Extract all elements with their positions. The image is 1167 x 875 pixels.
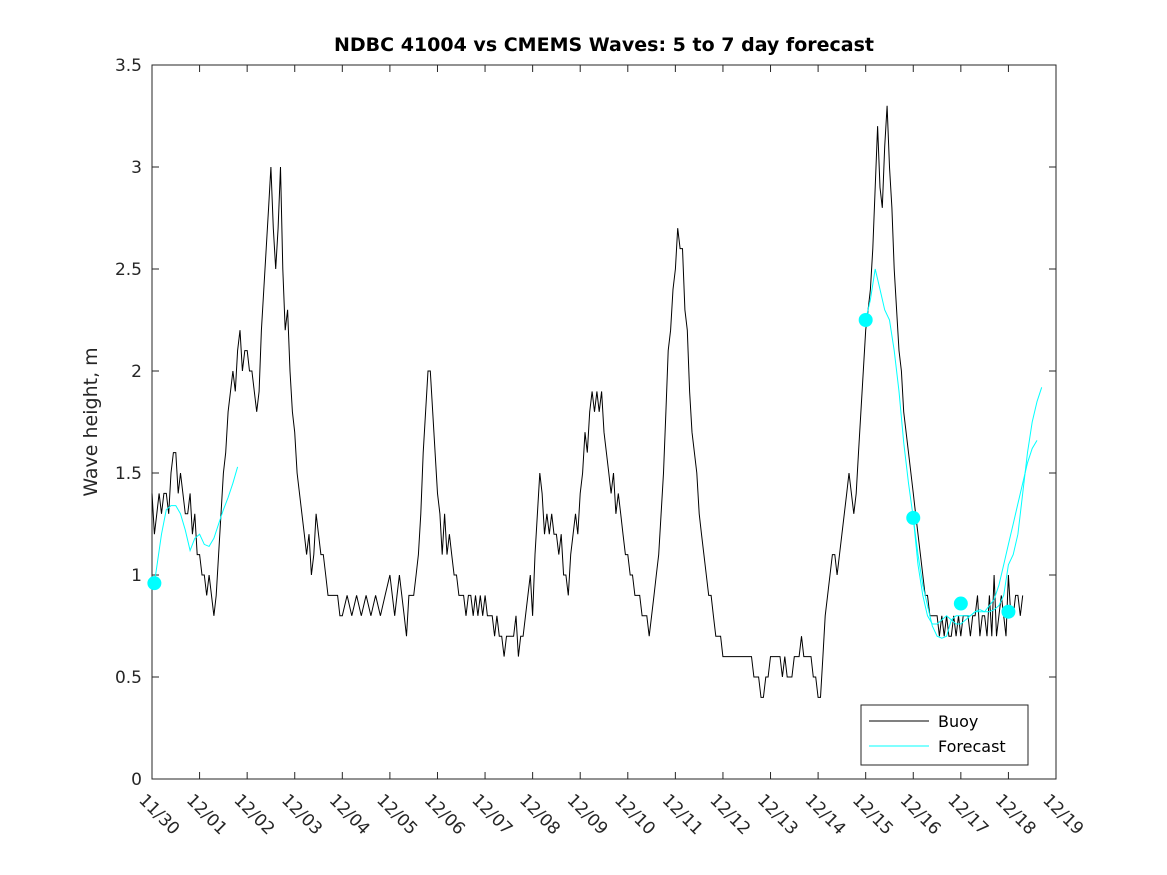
y-tick-label: 3 <box>131 158 142 178</box>
legend-box <box>860 704 1029 766</box>
y-tick-label: 1.5 <box>115 464 142 484</box>
forecast-marker <box>147 576 162 591</box>
series-line-buoy <box>151 105 1024 698</box>
forecast-marker <box>858 313 873 327</box>
legend-label-forecast: Forecast <box>938 737 1006 756</box>
legend: Buoy Forecast <box>860 704 1029 766</box>
series-line-forecast <box>865 268 1043 639</box>
y-tick-label: 2.5 <box>115 260 142 280</box>
forecast-marker <box>953 596 968 611</box>
y-tick-label: 3.5 <box>115 56 142 76</box>
y-tick-label: 2 <box>131 362 142 382</box>
forecast-marker <box>906 510 921 525</box>
y-tick-label: 0.5 <box>115 668 142 688</box>
legend-label-buoy: Buoy <box>938 712 978 731</box>
plot-area <box>151 64 1057 780</box>
forecast-marker <box>1001 604 1016 619</box>
series-line-forecast <box>912 440 1038 625</box>
y-tick-label: 1 <box>131 566 142 586</box>
y-axis-label: Wave height, m <box>80 347 102 496</box>
series-line-forecast <box>153 466 239 584</box>
y-tick-label: 0 <box>131 770 142 790</box>
chart-title: NDBC 41004 vs CMEMS Waves: 5 to 7 day fo… <box>334 34 874 56</box>
